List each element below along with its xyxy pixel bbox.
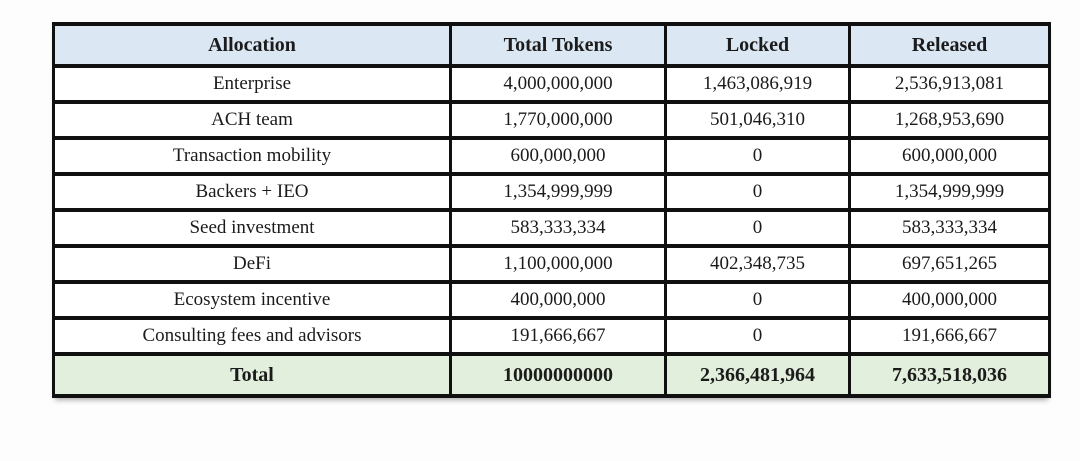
table-row: Enterprise 4,000,000,000 1,463,086,919 2,53… xyxy=(52,64,1051,104)
column-header-released: Released xyxy=(848,22,1051,68)
column-header-allocation: Allocation xyxy=(52,22,452,68)
locked-cell: 0 xyxy=(664,208,851,248)
total-tokens-cell: 4,000,000,000 xyxy=(449,64,667,104)
allocation-cell: DeFi xyxy=(52,244,452,284)
allocation-cell: Enterprise xyxy=(52,64,452,104)
table-row: Transaction mobility 600,000,000 0 600,000,… xyxy=(52,136,1051,176)
allocation-cell: Ecosystem incentive xyxy=(52,280,452,320)
locked-cell: 402,348,735 xyxy=(664,244,851,284)
total-tokens-cell: 1,770,000,000 xyxy=(449,100,667,140)
locked-cell: 0 xyxy=(664,136,851,176)
released-cell: 583,333,334 xyxy=(848,208,1051,248)
total-label-cell: Total xyxy=(52,352,452,398)
table-row: Seed investment 583,333,334 0 583,333,334 xyxy=(52,208,1051,248)
total-tokens-cell: 400,000,000 xyxy=(449,280,667,320)
released-cell: 2,536,913,081 xyxy=(848,64,1051,104)
total-released-cell: 7,633,518,036 xyxy=(848,352,1051,398)
total-tokens-cell: 191,666,667 xyxy=(449,316,667,356)
column-header-total-tokens: Total Tokens xyxy=(449,22,667,68)
total-tokens-cell: 10000000000 xyxy=(449,352,667,398)
locked-cell: 0 xyxy=(664,280,851,320)
table-row: Consulting fees and advisors 191,666,667 0… xyxy=(52,316,1051,356)
allocation-cell: Transaction mobility xyxy=(52,136,452,176)
allocation-cell: ACH team xyxy=(52,100,452,140)
table-row: Backers + IEO 1,354,999,999 0 1,354,999,999 xyxy=(52,172,1051,212)
total-row: Total 10000000000 2,366,481,964 7,633,51… xyxy=(52,352,1051,398)
token-allocation-table: Allocation Total Tokens Locked Released … xyxy=(52,22,1051,398)
header-row: Allocation Total Tokens Locked Released xyxy=(52,22,1051,68)
allocation-cell: Seed investment xyxy=(52,208,452,248)
released-cell: 1,268,953,690 xyxy=(848,100,1051,140)
table-row: ACH team 1,770,000,000 501,046,310 1,268,95… xyxy=(52,100,1051,140)
released-cell: 1,354,999,999 xyxy=(848,172,1051,212)
released-cell: 600,000,000 xyxy=(848,136,1051,176)
table-header: Allocation Total Tokens Locked Released xyxy=(52,22,1051,68)
locked-cell: 0 xyxy=(664,172,851,212)
allocation-cell: Backers + IEO xyxy=(52,172,452,212)
released-cell: 191,666,667 xyxy=(848,316,1051,356)
allocation-table-container: Allocation Total Tokens Locked Released … xyxy=(52,22,1051,398)
locked-cell: 501,046,310 xyxy=(664,100,851,140)
column-header-locked: Locked xyxy=(664,22,851,68)
released-cell: 697,651,265 xyxy=(848,244,1051,284)
table-row: DeFi 1,100,000,000 402,348,735 697,651,265 xyxy=(52,244,1051,284)
table-row: Ecosystem incentive 400,000,000 0 400,000,0… xyxy=(52,280,1051,320)
released-cell: 400,000,000 xyxy=(848,280,1051,320)
total-tokens-cell: 1,100,000,000 xyxy=(449,244,667,284)
total-tokens-cell: 583,333,334 xyxy=(449,208,667,248)
total-tokens-cell: 600,000,000 xyxy=(449,136,667,176)
table-footer: Total 10000000000 2,366,481,964 7,633,51… xyxy=(52,352,1051,398)
locked-cell: 0 xyxy=(664,316,851,356)
total-locked-cell: 2,366,481,964 xyxy=(664,352,851,398)
locked-cell: 1,463,086,919 xyxy=(664,64,851,104)
total-tokens-cell: 1,354,999,999 xyxy=(449,172,667,212)
allocation-cell: Consulting fees and advisors xyxy=(52,316,452,356)
table-body: Enterprise 4,000,000,000 1,463,086,919 2,53… xyxy=(52,64,1051,356)
